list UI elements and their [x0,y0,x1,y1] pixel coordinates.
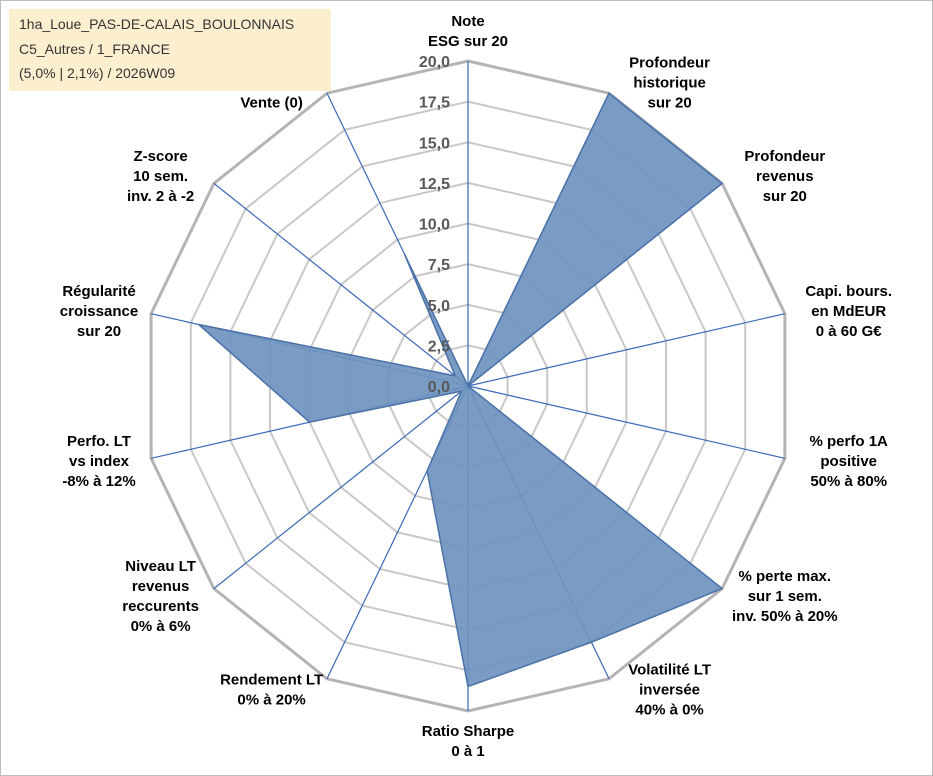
axis-label: Z-score [134,148,188,165]
axis-label: ESG sur 20 [428,33,508,50]
axis-label: Ratio Sharpe [422,723,515,740]
axis-label: Profondeur [744,148,825,165]
axis-label: Régularité [62,283,135,300]
tick-label: 15,0 [419,135,450,152]
axis-label: Vente (0) [240,94,303,111]
axis-label: revenus [132,578,190,595]
info-line-2: C5_Autres / 1_FRANCE [19,41,170,57]
axis-spoke [213,385,469,590]
axis-label: Volatilité LT [628,662,711,679]
info-box: 1ha_Loue_PAS-DE-CALAIS_BOULONNAIS C5_Aut… [9,9,331,91]
axis-spoke [467,313,786,387]
axis-label: positive [820,453,877,470]
axis-label: Capi. bours. [805,283,892,300]
info-line-3: (5,0% | 2,1%) / 2026W09 [19,65,176,81]
axis-label: Perfo. LT [67,433,131,450]
axis-label: 10 sem. [133,168,188,185]
axis-label: inv. 50% à 20% [732,608,838,625]
axis-label: historique [633,74,706,91]
tick-label: 10,0 [419,217,450,234]
axis-label: Rendement LT [220,672,323,689]
axis-label: Note [451,13,484,30]
axis-label: sur 20 [763,188,807,205]
tick-label: 7,5 [428,257,450,274]
series-area [197,92,723,688]
axis-label: 0% à 20% [237,692,305,709]
axis-label: sur 20 [77,323,121,340]
series-layer [197,92,723,688]
axis-label: 50% à 80% [810,473,887,490]
axis-spoke [213,182,469,387]
tick-label: 0,0 [428,379,450,396]
axis-label: en MdEUR [811,303,886,320]
axis-label: sur 20 [647,94,691,111]
tick-label: 20,0 [419,54,450,71]
axis-label: 0 à 1 [451,743,484,760]
axis-label: 0% à 6% [131,618,191,635]
axis-labels: Note ESG sur 20 Profondeur historique sur 20… [60,13,892,760]
tick-label: 17,5 [419,95,450,112]
axis-label: croissance [60,303,138,320]
axis-label: vs index [69,453,130,470]
axis-label: reccurents [122,598,199,615]
axis-label: Profondeur [629,54,710,71]
info-line-1: 1ha_Loue_PAS-DE-CALAIS_BOULONNAIS [19,16,295,32]
axis-label: 40% à 0% [635,702,703,719]
axis-label: inversée [639,682,700,699]
axis-label: -8% à 12% [62,473,135,490]
axis-label: inv. 2 à -2 [127,188,194,205]
axis-label: Niveau LT [125,558,196,575]
axis-label: % perfo 1A [810,433,889,450]
axis-label: 0 à 60 G€ [816,323,883,340]
tick-label: 2,5 [428,338,450,355]
axis-label: sur 1 sem. [748,588,822,605]
axis-label: % perte max. [739,568,832,585]
axis-label: revenus [756,168,814,185]
tick-label: 12,5 [419,176,450,193]
tick-label: 5,0 [428,298,450,315]
axis-spoke [467,385,786,459]
tick-labels: 0,0 2,5 5,0 7,5 10,0 12,5 15,0 17,5 20,0 [419,54,450,396]
